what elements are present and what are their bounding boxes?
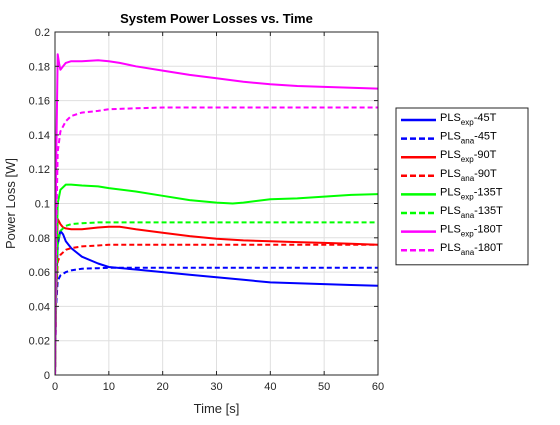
legend-box [395,107,529,266]
series-line-PLSexp-180T [55,53,378,375]
y-tick-label: 0.14 [29,130,50,142]
legend: PLSexp-45TPLSana-45TPLSexp-90TPLSana-90T… [395,107,529,266]
y-tick-label: 0.16 [29,96,50,108]
axis-ticks: 0 10 20 30 40 50 60 0 0.02 0.04 0.06 0.08 0.1 0.12 0.1… [29,27,385,393]
legend-entry-label: PLSana-90T [440,168,497,183]
chart-title: System Power Losses vs. Time [120,11,313,26]
y-tick-label: 0.2 [35,27,50,39]
y-tick-label: 0.08 [29,233,50,245]
y-tick-label: 0.18 [29,61,50,73]
legend-entry-subscript: exp [461,118,474,127]
legend-entry-base: PLS [440,242,461,254]
legend-entry-base: PLS [440,224,461,236]
y-tick-label: 0.04 [29,301,50,313]
legend-entry-label: PLSexp-180T [440,224,503,239]
legend-entry-label: PLSana-135T [440,205,503,220]
legend-entry-suffix: -135T [474,205,503,217]
legend-entry-subscript: ana [461,248,475,257]
legend-entry-subscript: exp [461,192,474,201]
legend-entry-suffix: -180T [474,242,503,254]
y-tick-label: 0.02 [29,336,50,348]
x-tick-label: 0 [52,381,58,393]
legend-entry-suffix: -180T [474,224,503,236]
x-tick-label: 60 [372,381,384,393]
x-tick-label: 20 [157,381,169,393]
legend-entry-subscript: ana [461,137,475,146]
legend-entry-base: PLS [440,149,461,161]
y-tick-label: 0.1 [35,199,50,211]
x-tick-label: 40 [264,381,276,393]
legend-entry-subscript: exp [461,155,474,164]
y-axis-label: Power Loss [W] [3,158,18,249]
x-tick-label: 50 [318,381,330,393]
legend-entry-subscript: ana [461,174,475,183]
legend-entry-suffix: -45T [474,131,497,143]
series-line-PLSexp-135T [55,183,378,375]
legend-entry-base: PLS [440,131,461,143]
legend-entry-base: PLS [440,112,461,124]
legend-entry-suffix: -135T [474,186,503,198]
legend-entry-suffix: -90T [474,149,497,161]
legend-entry-label: PLSexp-135T [440,186,503,201]
y-tick-label: 0.12 [29,164,50,176]
y-tick-label: 0 [44,370,50,382]
y-tick-label: 0.06 [29,267,50,279]
legend-entry-base: PLS [440,186,461,198]
x-tick-label: 30 [210,381,222,393]
series-line-PLSana-45T [55,266,378,375]
legend-entry-suffix: -90T [474,168,497,180]
legend-entry-base: PLS [440,205,461,217]
legend-entry-label: PLSexp-45T [440,112,497,127]
series-line-PLSexp-90T [55,217,378,375]
legend-entry-label: PLSana-45T [440,131,497,146]
legend-entry-label: PLSana-180T [440,242,503,257]
x-axis-label: Time [s] [194,401,240,416]
legend-entry-base: PLS [440,168,461,180]
series-line-PLSana-90T [55,243,378,375]
legend-entry-label: PLSexp-90T [440,149,497,164]
legend-entry-suffix: -45T [474,112,497,124]
x-tick-label: 10 [103,381,115,393]
series-line-PLSana-180T [55,106,378,375]
legend-entry-subscript: exp [461,230,474,239]
legend-entry-subscript: ana [461,211,475,220]
